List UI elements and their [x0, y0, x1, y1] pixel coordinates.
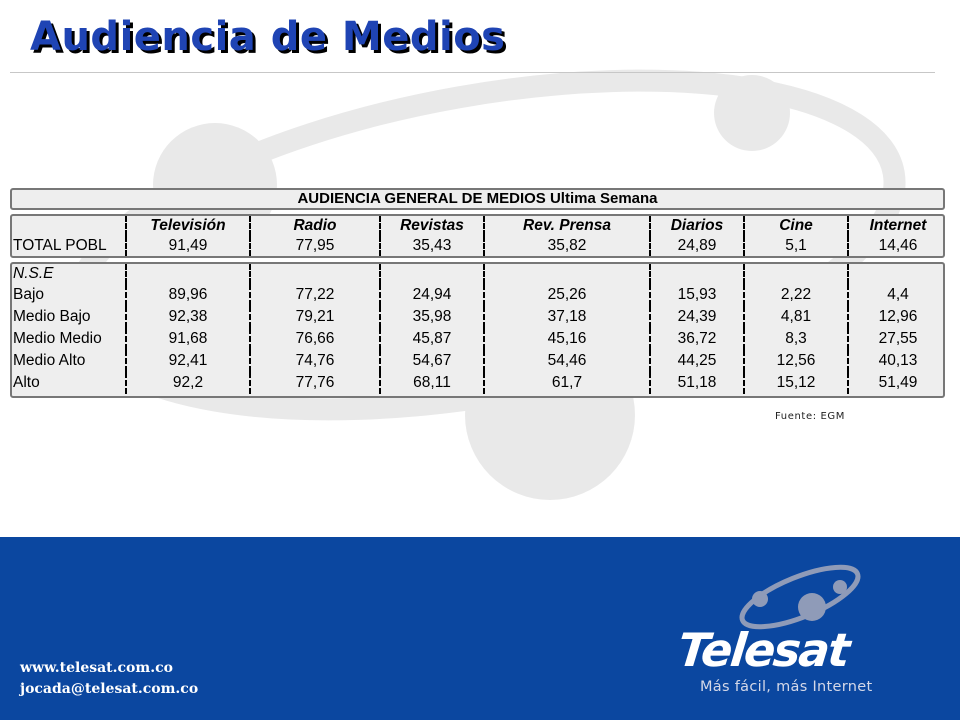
table-row: Medio Bajo 92,38 79,21 35,98 37,18 24,39…	[12, 306, 947, 328]
table-cell: 54,46	[483, 350, 650, 372]
table-body-box: N.S.E Bajo 89,96 77,22 24,94 25,26 15,93…	[10, 262, 947, 398]
table-cell: 40,13	[847, 350, 947, 372]
table-title: AUDIENCIA GENERAL DE MEDIOS Ultima Seman…	[10, 188, 945, 210]
column-header: Televisión	[125, 216, 250, 236]
table-row: Alto 92,2 77,76 68,11 61,7 51,18 15,12 5…	[12, 372, 947, 394]
table-cell: 4,4	[847, 284, 947, 306]
table-cell: 89,96	[125, 284, 250, 306]
table-cell: 92,41	[125, 350, 250, 372]
brand-tagline: Más fácil, más Internet	[700, 679, 873, 695]
table-cell: 77,76	[249, 372, 380, 394]
table-cell-empty	[249, 264, 380, 284]
table-cell-empty	[847, 264, 947, 284]
table-row: Medio Alto 92,41 74,76 54,67 54,46 44,25…	[12, 350, 947, 372]
table-cell: 8,3	[743, 328, 848, 350]
table-body-grid: N.S.E Bajo 89,96 77,22 24,94 25,26 15,93…	[12, 264, 947, 394]
row-label: Medio Medio	[13, 330, 102, 347]
table-cell-empty	[649, 264, 744, 284]
column-header-row: Televisión Radio Revistas Rev. Prensa Di…	[12, 216, 947, 236]
table-cell: 15,12	[743, 372, 848, 394]
table-cell: 24,39	[649, 306, 744, 328]
table-row-total: TOTAL POBL 91,49 77,95 35,43 35,82 24,89…	[12, 236, 947, 256]
column-header: Revistas	[379, 216, 484, 236]
table-cell: 24,94	[379, 284, 484, 306]
table-cell: 27,55	[847, 328, 947, 350]
source-note: Fuente: EGM	[775, 411, 845, 422]
group-header-row: N.S.E	[12, 264, 947, 284]
table-cell: 12,96	[847, 306, 947, 328]
table-cell: 36,72	[649, 328, 744, 350]
row-label: Medio Bajo	[13, 308, 91, 325]
table-cell: 76,66	[249, 328, 380, 350]
table-cell: 4,81	[743, 306, 848, 328]
group-label: N.S.E	[13, 265, 54, 282]
column-header: Diarios	[649, 216, 744, 236]
row-label: Alto	[13, 374, 40, 391]
table-row: Bajo 89,96 77,22 24,94 25,26 15,93 2,22 …	[12, 284, 947, 306]
table-cell: 35,43	[379, 236, 484, 256]
table-cell: 37,18	[483, 306, 650, 328]
table-header-box: Televisión Radio Revistas Rev. Prensa Di…	[10, 214, 947, 258]
column-header: Rev. Prensa	[483, 216, 650, 236]
table-cell: 61,7	[483, 372, 650, 394]
title-divider	[10, 72, 935, 73]
table-cell: 77,95	[249, 236, 380, 256]
table-cell: 2,22	[743, 284, 848, 306]
table-row: Medio Medio 91,68 76,66 45,87 45,16 36,7…	[12, 328, 947, 350]
table-cell: 44,25	[649, 350, 744, 372]
table-cell: 24,89	[649, 236, 744, 256]
telesat-logo-icon	[739, 564, 861, 630]
footer-band: Telesat Más fácil, más Internet www.tele…	[0, 537, 960, 720]
logo-sphere-small-right	[833, 580, 847, 594]
table-cell-empty	[483, 264, 650, 284]
table-cell: 74,76	[249, 350, 380, 372]
table-cell: 51,49	[847, 372, 947, 394]
logo-sphere-large	[798, 593, 826, 621]
table-cell: 45,87	[379, 328, 484, 350]
table-cell: 92,38	[125, 306, 250, 328]
table-cell: 77,22	[249, 284, 380, 306]
table-cell: 45,16	[483, 328, 650, 350]
table-cell: 25,26	[483, 284, 650, 306]
table-cell: 15,93	[649, 284, 744, 306]
website-link[interactable]: www.telesat.com.co	[20, 660, 173, 676]
page-title: Audiencia de Medios	[30, 14, 506, 60]
column-header: Radio	[249, 216, 380, 236]
table-cell: 79,21	[249, 306, 380, 328]
table-cell: 14,46	[847, 236, 947, 256]
table-cell: 35,98	[379, 306, 484, 328]
column-header: Cine	[743, 216, 848, 236]
table-cell: 35,82	[483, 236, 650, 256]
table-cell: 68,11	[379, 372, 484, 394]
table-header-grid: Televisión Radio Revistas Rev. Prensa Di…	[12, 216, 947, 256]
table-cell-empty	[379, 264, 484, 284]
table-cell: 51,18	[649, 372, 744, 394]
row-label: Medio Alto	[13, 352, 86, 369]
brand-name: Telesat	[675, 623, 851, 677]
column-header: Internet	[847, 216, 947, 236]
logo-sphere-small-left	[752, 591, 768, 607]
table-cell-empty	[743, 264, 848, 284]
table-cell: 91,49	[125, 236, 250, 256]
table-cell: 12,56	[743, 350, 848, 372]
table-cell: 91,68	[125, 328, 250, 350]
row-label: Bajo	[13, 286, 45, 303]
column-header-empty	[12, 216, 126, 236]
table-cell-empty	[125, 264, 250, 284]
table-cell: 54,67	[379, 350, 484, 372]
row-label: TOTAL POBL	[13, 237, 107, 254]
email-link[interactable]: jocada@telesat.com.co	[20, 681, 199, 697]
table-cell: 92,2	[125, 372, 250, 394]
table-cell: 5,1	[743, 236, 848, 256]
